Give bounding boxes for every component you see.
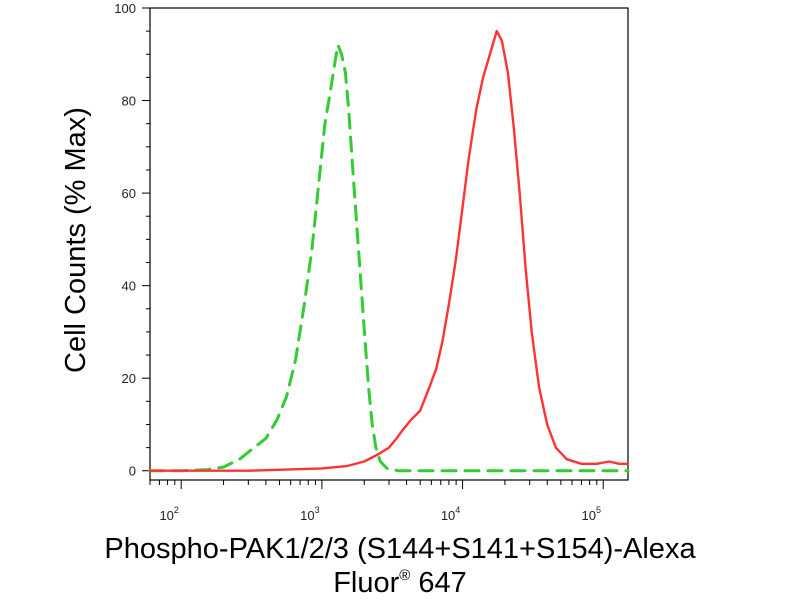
x-axis-title-line2-prefix: Fluor bbox=[333, 567, 399, 599]
y-tick-label: 20 bbox=[122, 371, 136, 386]
x-tick-label-base: 10 bbox=[441, 508, 455, 523]
x-tick-label-exponent: 5 bbox=[596, 505, 601, 515]
x-tick-label-exponent: 2 bbox=[174, 505, 179, 515]
y-tick-label: 60 bbox=[122, 186, 136, 201]
x-tick-label-base: 10 bbox=[159, 508, 173, 523]
series-line-dashed bbox=[148, 43, 630, 473]
y-axis-ticks: 0 20 40 60 80 100 bbox=[114, 1, 150, 479]
x-tick-label: 105 bbox=[581, 505, 600, 523]
x-axis-title-line2-suffix: 647 bbox=[410, 567, 466, 599]
x-axis-title-line1: Phospho-PAK1/2/3 (S144+S141+S154)-Alexa bbox=[104, 533, 696, 565]
series-line-solid bbox=[148, 29, 630, 472]
y-tick-label: 100 bbox=[114, 1, 136, 16]
y-axis-title: Cell Counts (% Max) bbox=[60, 107, 92, 373]
y-tick-label: 80 bbox=[122, 94, 136, 109]
x-axis-title-line2: Fluor® 647 bbox=[333, 567, 467, 599]
y-tick-label: 0 bbox=[129, 464, 136, 479]
x-axis-title-registered-mark: ® bbox=[399, 567, 410, 584]
x-tick-label-exponent: 4 bbox=[455, 505, 460, 515]
x-tick-label-base: 10 bbox=[300, 508, 314, 523]
x-axis-ticks: 102 103 104 105 bbox=[149, 480, 604, 523]
plot-frame bbox=[149, 7, 629, 481]
x-tick-label: 104 bbox=[441, 505, 460, 523]
series-layer bbox=[148, 29, 630, 473]
y-tick-label: 40 bbox=[122, 279, 136, 294]
x-tick-label: 103 bbox=[300, 505, 319, 523]
x-tick-label-exponent: 3 bbox=[315, 505, 320, 515]
x-tick-label-base: 10 bbox=[581, 508, 595, 523]
x-tick-label: 102 bbox=[159, 505, 178, 523]
